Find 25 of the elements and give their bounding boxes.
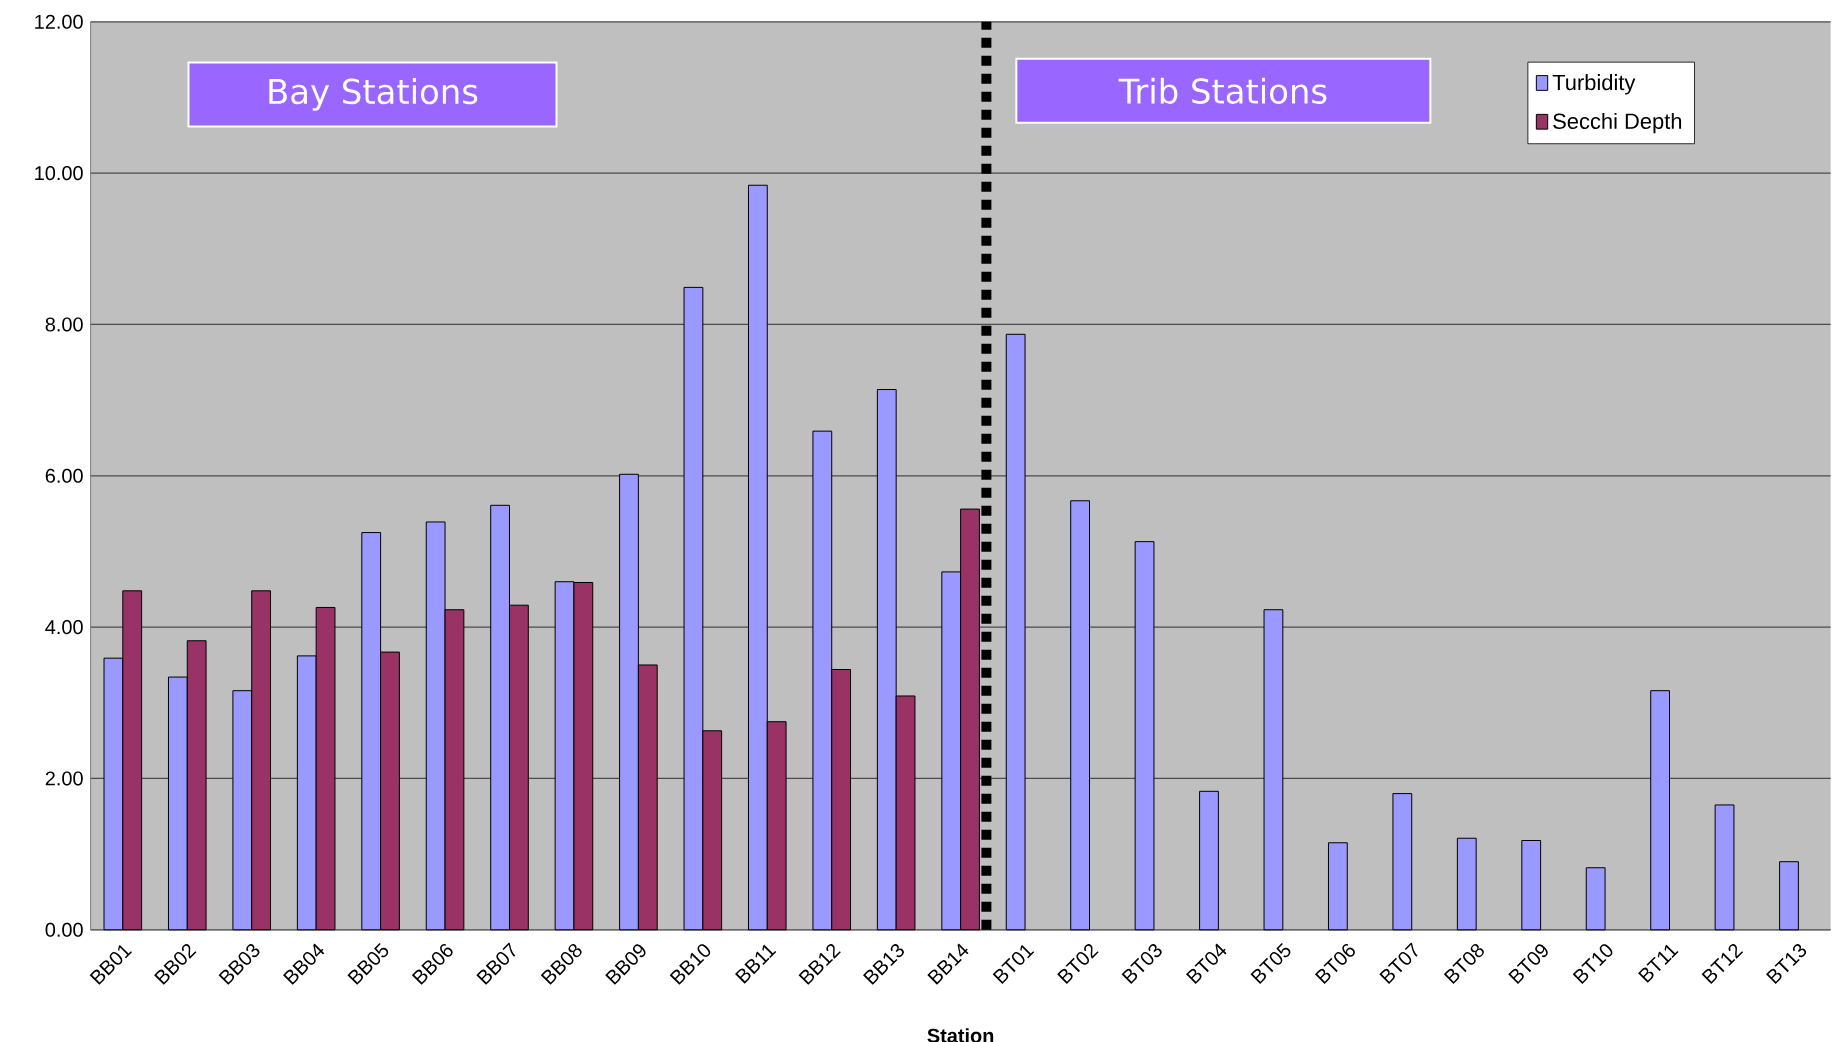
y-tick-label: 0.00	[45, 922, 83, 937]
bar	[1392, 793, 1413, 931]
y-tick-label: 10.00	[35, 166, 83, 181]
bar	[1263, 609, 1284, 931]
y-tick-label: 12.00	[35, 14, 83, 29]
annotation: Trib Stations	[1118, 77, 1327, 104]
bar	[1714, 804, 1735, 931]
bar	[1585, 867, 1606, 931]
bar	[1005, 333, 1026, 931]
legend-label: Secchi Depth	[1553, 112, 1682, 134]
bar	[1521, 840, 1542, 931]
y-tick-label: 8.00	[45, 317, 83, 332]
bar	[1070, 500, 1090, 931]
annotation: Bay Stations	[269, 78, 478, 111]
y-tick-label: 6.00	[45, 468, 83, 483]
bar	[1134, 541, 1155, 931]
bar	[1779, 861, 1799, 931]
legend-label: Turbidity	[1552, 74, 1636, 95]
y-tick-label: 2.00	[45, 771, 83, 786]
y-tick-label: 4.00	[45, 620, 83, 635]
bar	[1199, 790, 1219, 931]
bar	[1650, 690, 1671, 931]
bar	[1456, 837, 1477, 931]
x-axis-title: Station	[927, 1028, 994, 1042]
bar	[1327, 842, 1348, 931]
